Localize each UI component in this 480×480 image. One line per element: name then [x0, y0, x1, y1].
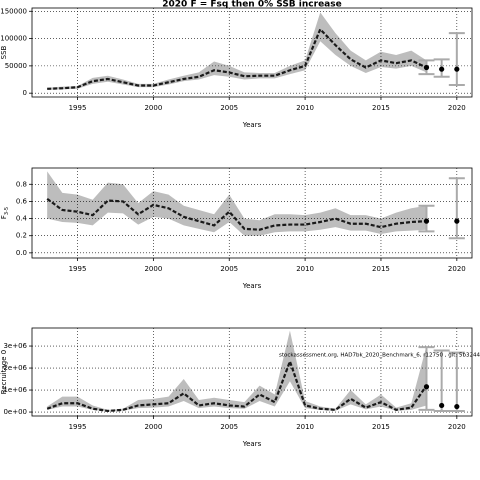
y-tick-label: 1e+06	[3, 386, 27, 394]
x-tick-label: 2015	[372, 104, 390, 112]
chart-title: 2020 F = Fsq then 0% SSB increase	[162, 0, 341, 10]
confidence-band	[47, 171, 427, 236]
y-tick-label: 0.8	[16, 180, 27, 188]
y-tick-label: 0e+00	[3, 408, 27, 416]
x-tick-label: 2015	[372, 265, 390, 273]
x-tick-label: 2010	[296, 104, 314, 112]
projection-point	[423, 384, 430, 390]
x-tick-label: 1995	[69, 265, 87, 273]
x-tick-label: 2005	[220, 265, 238, 273]
y-axis-title-main: F	[0, 215, 8, 219]
x-axis-title: Years	[242, 121, 262, 129]
x-tick-label: 2020	[448, 423, 466, 431]
y-tick-label: 50000	[5, 62, 27, 70]
confidence-band	[47, 12, 427, 90]
confidence-band	[47, 330, 427, 412]
y-axis-title: SSB	[0, 45, 8, 59]
projection-point	[454, 403, 460, 410]
x-tick-label: 2020	[448, 104, 466, 112]
x-tick-label: 2010	[296, 423, 314, 431]
y-tick-label: 150000	[0, 7, 27, 15]
x-axis-title: Years	[242, 282, 262, 290]
plot-frame	[31, 327, 473, 417]
y-axis-title: Recruitage 0	[0, 350, 8, 394]
y-tick-label: 0	[23, 89, 27, 97]
median-line	[47, 27, 427, 90]
y-tick-label: 100000	[0, 35, 27, 43]
y-tick-label: 0.4	[16, 215, 28, 223]
y-tick-label: 3e+06	[3, 342, 27, 350]
annotation: stockassessment.org, HAD7bk_2020_Benchma…	[279, 353, 480, 359]
median-line	[46, 358, 428, 413]
projection-point	[454, 66, 460, 72]
x-tick-label: 2000	[144, 423, 162, 431]
y-axis-title-sub: 3-5	[4, 207, 10, 215]
x-tick-label: 2020	[448, 265, 466, 273]
x-tick-label: 1995	[69, 104, 87, 112]
x-tick-label: 2000	[144, 104, 162, 112]
median-line	[46, 197, 427, 231]
x-tick-label: 2005	[220, 423, 238, 431]
x-axis-title: Years	[242, 440, 262, 448]
y-axis-title: F3-5	[0, 207, 10, 219]
x-tick-label: 2015	[372, 423, 390, 431]
projection-point	[439, 402, 445, 409]
x-tick-label: 1995	[69, 423, 87, 431]
projection-point	[423, 218, 430, 224]
y-tick-label: 2e+06	[3, 364, 27, 372]
plot-frame	[31, 7, 473, 98]
plot-frame	[31, 167, 473, 259]
y-tick-label: 0.6	[16, 197, 28, 205]
x-tick-label: 2000	[144, 265, 162, 273]
projection-point	[454, 218, 460, 224]
x-tick-label: 2010	[296, 265, 314, 273]
projection-point	[423, 64, 430, 71]
x-tick-label: 2005	[220, 104, 238, 112]
y-tick-label: 0.2	[16, 232, 27, 240]
y-tick-label: 0.0	[16, 249, 27, 257]
projection-point	[439, 66, 445, 72]
